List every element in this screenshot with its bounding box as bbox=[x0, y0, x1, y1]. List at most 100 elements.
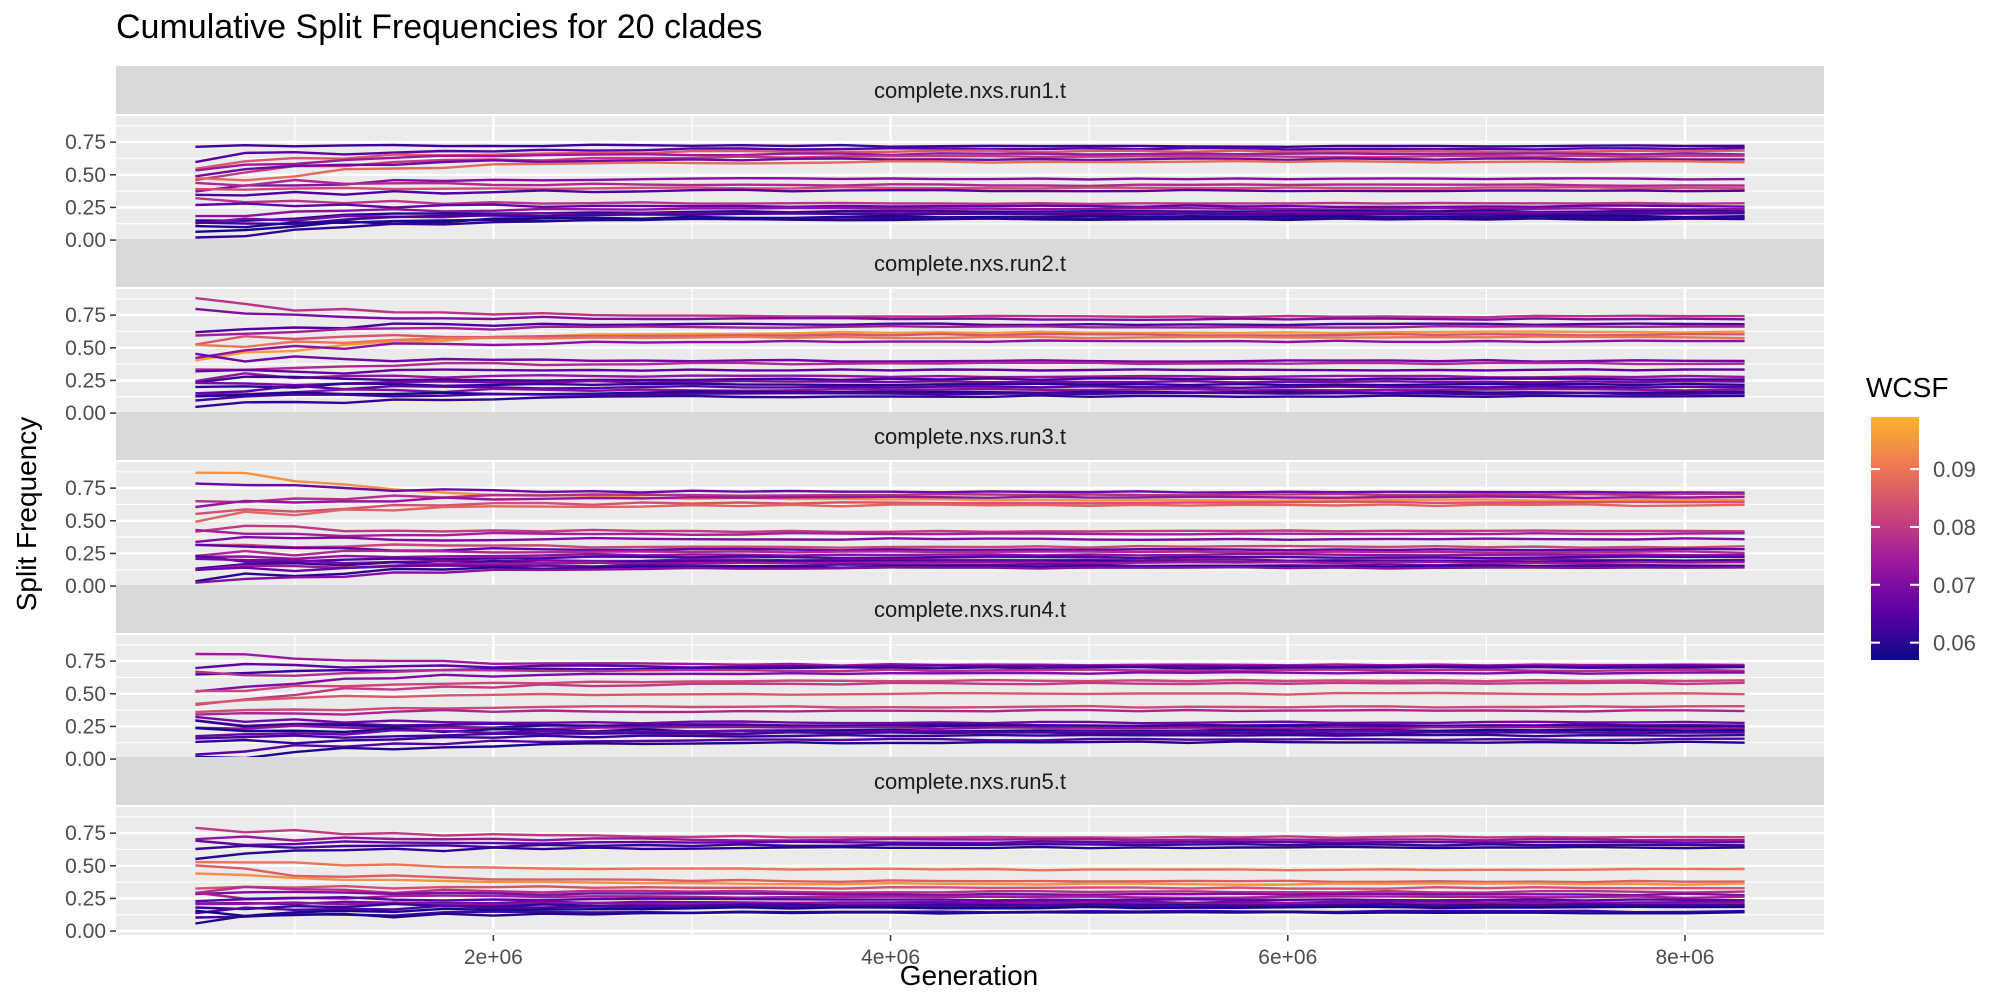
series-line bbox=[195, 212, 1745, 226]
y-tick-label: 0.75 bbox=[65, 822, 106, 845]
series-line bbox=[195, 159, 1745, 182]
series-line bbox=[195, 563, 1745, 573]
y-tick-label: 0.25 bbox=[65, 369, 106, 392]
series-line bbox=[195, 564, 1745, 583]
series-line bbox=[195, 157, 1745, 178]
series-line bbox=[195, 375, 1745, 384]
series-line bbox=[195, 891, 1745, 900]
series-line bbox=[195, 662, 1745, 670]
x-axis: 2e+06 4e+06 6e+06 8e+06 bbox=[464, 935, 1714, 969]
series-line bbox=[195, 691, 1745, 705]
series-line bbox=[195, 552, 1745, 560]
series-line bbox=[195, 387, 1745, 397]
series-line bbox=[195, 896, 1745, 903]
series-line bbox=[195, 368, 1745, 375]
series-line bbox=[195, 864, 1745, 884]
y-tick-label: 0.25 bbox=[65, 196, 106, 219]
series-line bbox=[195, 188, 1745, 197]
series-line bbox=[195, 872, 1745, 886]
y-tick-label: 0.75 bbox=[65, 650, 106, 673]
x-axis-title: Generation bbox=[900, 960, 1039, 991]
series-line bbox=[195, 715, 1745, 725]
series-line bbox=[195, 733, 1745, 745]
series-line bbox=[195, 322, 1745, 334]
series-line bbox=[195, 197, 1745, 206]
series-line bbox=[195, 206, 1745, 218]
series-line bbox=[195, 528, 1745, 538]
series-line bbox=[195, 885, 1745, 895]
facet-strip-label: complete.nxs.run1.t bbox=[874, 78, 1066, 103]
series-line bbox=[195, 905, 1745, 918]
series-line bbox=[195, 845, 1745, 861]
y-tick-label: 0.00 bbox=[65, 920, 106, 943]
legend-title: WCSF bbox=[1866, 372, 1948, 403]
series-line bbox=[195, 860, 1745, 872]
facet-strip-label: complete.nxs.run4.t bbox=[874, 597, 1066, 622]
series-line bbox=[195, 566, 1745, 584]
facet-strip-label: complete.nxs.run5.t bbox=[874, 769, 1066, 794]
x-tick-label: 2e+06 bbox=[464, 946, 523, 969]
x-tick-label: 6e+06 bbox=[1258, 946, 1317, 969]
facet-strip bbox=[116, 239, 1824, 287]
series-line bbox=[195, 890, 1745, 897]
y-axis-title: Split Frequency bbox=[11, 417, 42, 612]
series-line bbox=[195, 910, 1745, 925]
y-tick-label: 0.75 bbox=[65, 477, 106, 500]
series-line bbox=[195, 557, 1745, 565]
series-line bbox=[195, 549, 1745, 558]
series-line bbox=[195, 554, 1745, 563]
facet-strip-label: complete.nxs.run3.t bbox=[874, 424, 1066, 449]
series-line bbox=[195, 740, 1745, 760]
series-line bbox=[195, 352, 1745, 363]
series-line bbox=[195, 152, 1745, 172]
series-line bbox=[195, 678, 1745, 693]
y-tick-label: 0.25 bbox=[65, 542, 106, 565]
y-tick-label: 0.25 bbox=[65, 887, 106, 910]
series-line bbox=[195, 202, 1745, 209]
series-line bbox=[195, 671, 1745, 693]
series-line bbox=[195, 884, 1745, 890]
series-line bbox=[195, 330, 1745, 362]
series-line bbox=[195, 835, 1745, 842]
series-line bbox=[195, 503, 1745, 523]
series-line bbox=[195, 543, 1745, 549]
x-tick-label: 8e+06 bbox=[1655, 946, 1714, 969]
series-line bbox=[195, 217, 1745, 229]
series-line bbox=[195, 335, 1745, 349]
chart-title: Cumulative Split Frequencies for 20 clad… bbox=[116, 8, 763, 46]
series-line bbox=[195, 535, 1745, 544]
series-line bbox=[195, 296, 1745, 319]
series-line bbox=[195, 482, 1745, 494]
facet-2: complete.nxs.run2.t 0.00 0.25 0.50 0.75 bbox=[65, 239, 1824, 425]
series-line bbox=[195, 185, 1745, 191]
series-line bbox=[195, 379, 1745, 387]
legend-tick-label: 0.06 bbox=[1933, 631, 1976, 656]
series-line bbox=[195, 471, 1745, 502]
legend: WCSF 0.06 0.07 0.08 0.09 bbox=[1866, 372, 1976, 660]
y-tick-label: 0.50 bbox=[65, 683, 106, 706]
facet-strip bbox=[116, 757, 1824, 805]
series-line bbox=[195, 839, 1745, 847]
series-line bbox=[195, 154, 1745, 182]
facet-4: complete.nxs.run4.t 0.00 0.25 0.50 0.75 bbox=[65, 585, 1824, 771]
series-line bbox=[195, 209, 1745, 222]
series-line bbox=[195, 543, 1745, 552]
series-line bbox=[195, 361, 1745, 371]
series-line bbox=[195, 495, 1745, 509]
y-tick-label: 0.50 bbox=[65, 510, 106, 533]
x-tick-label: 4e+06 bbox=[861, 946, 920, 969]
y-tick-label: 0.00 bbox=[65, 748, 106, 771]
legend-tick-label: 0.08 bbox=[1933, 515, 1976, 540]
series-line bbox=[195, 731, 1745, 740]
legend-tick-label: 0.07 bbox=[1933, 573, 1976, 598]
legend-colorbar bbox=[1871, 417, 1919, 660]
y-tick-label: 0.75 bbox=[65, 304, 106, 327]
series-line bbox=[195, 524, 1745, 534]
series-line bbox=[195, 391, 1745, 402]
facet-1: complete.nxs.run1.t 0.00 0.25 0.50 0.75 bbox=[65, 66, 1824, 252]
series-line bbox=[195, 384, 1745, 395]
series-line bbox=[195, 143, 1745, 149]
y-tick-label: 0.50 bbox=[65, 337, 106, 360]
facet-strip bbox=[116, 412, 1824, 460]
